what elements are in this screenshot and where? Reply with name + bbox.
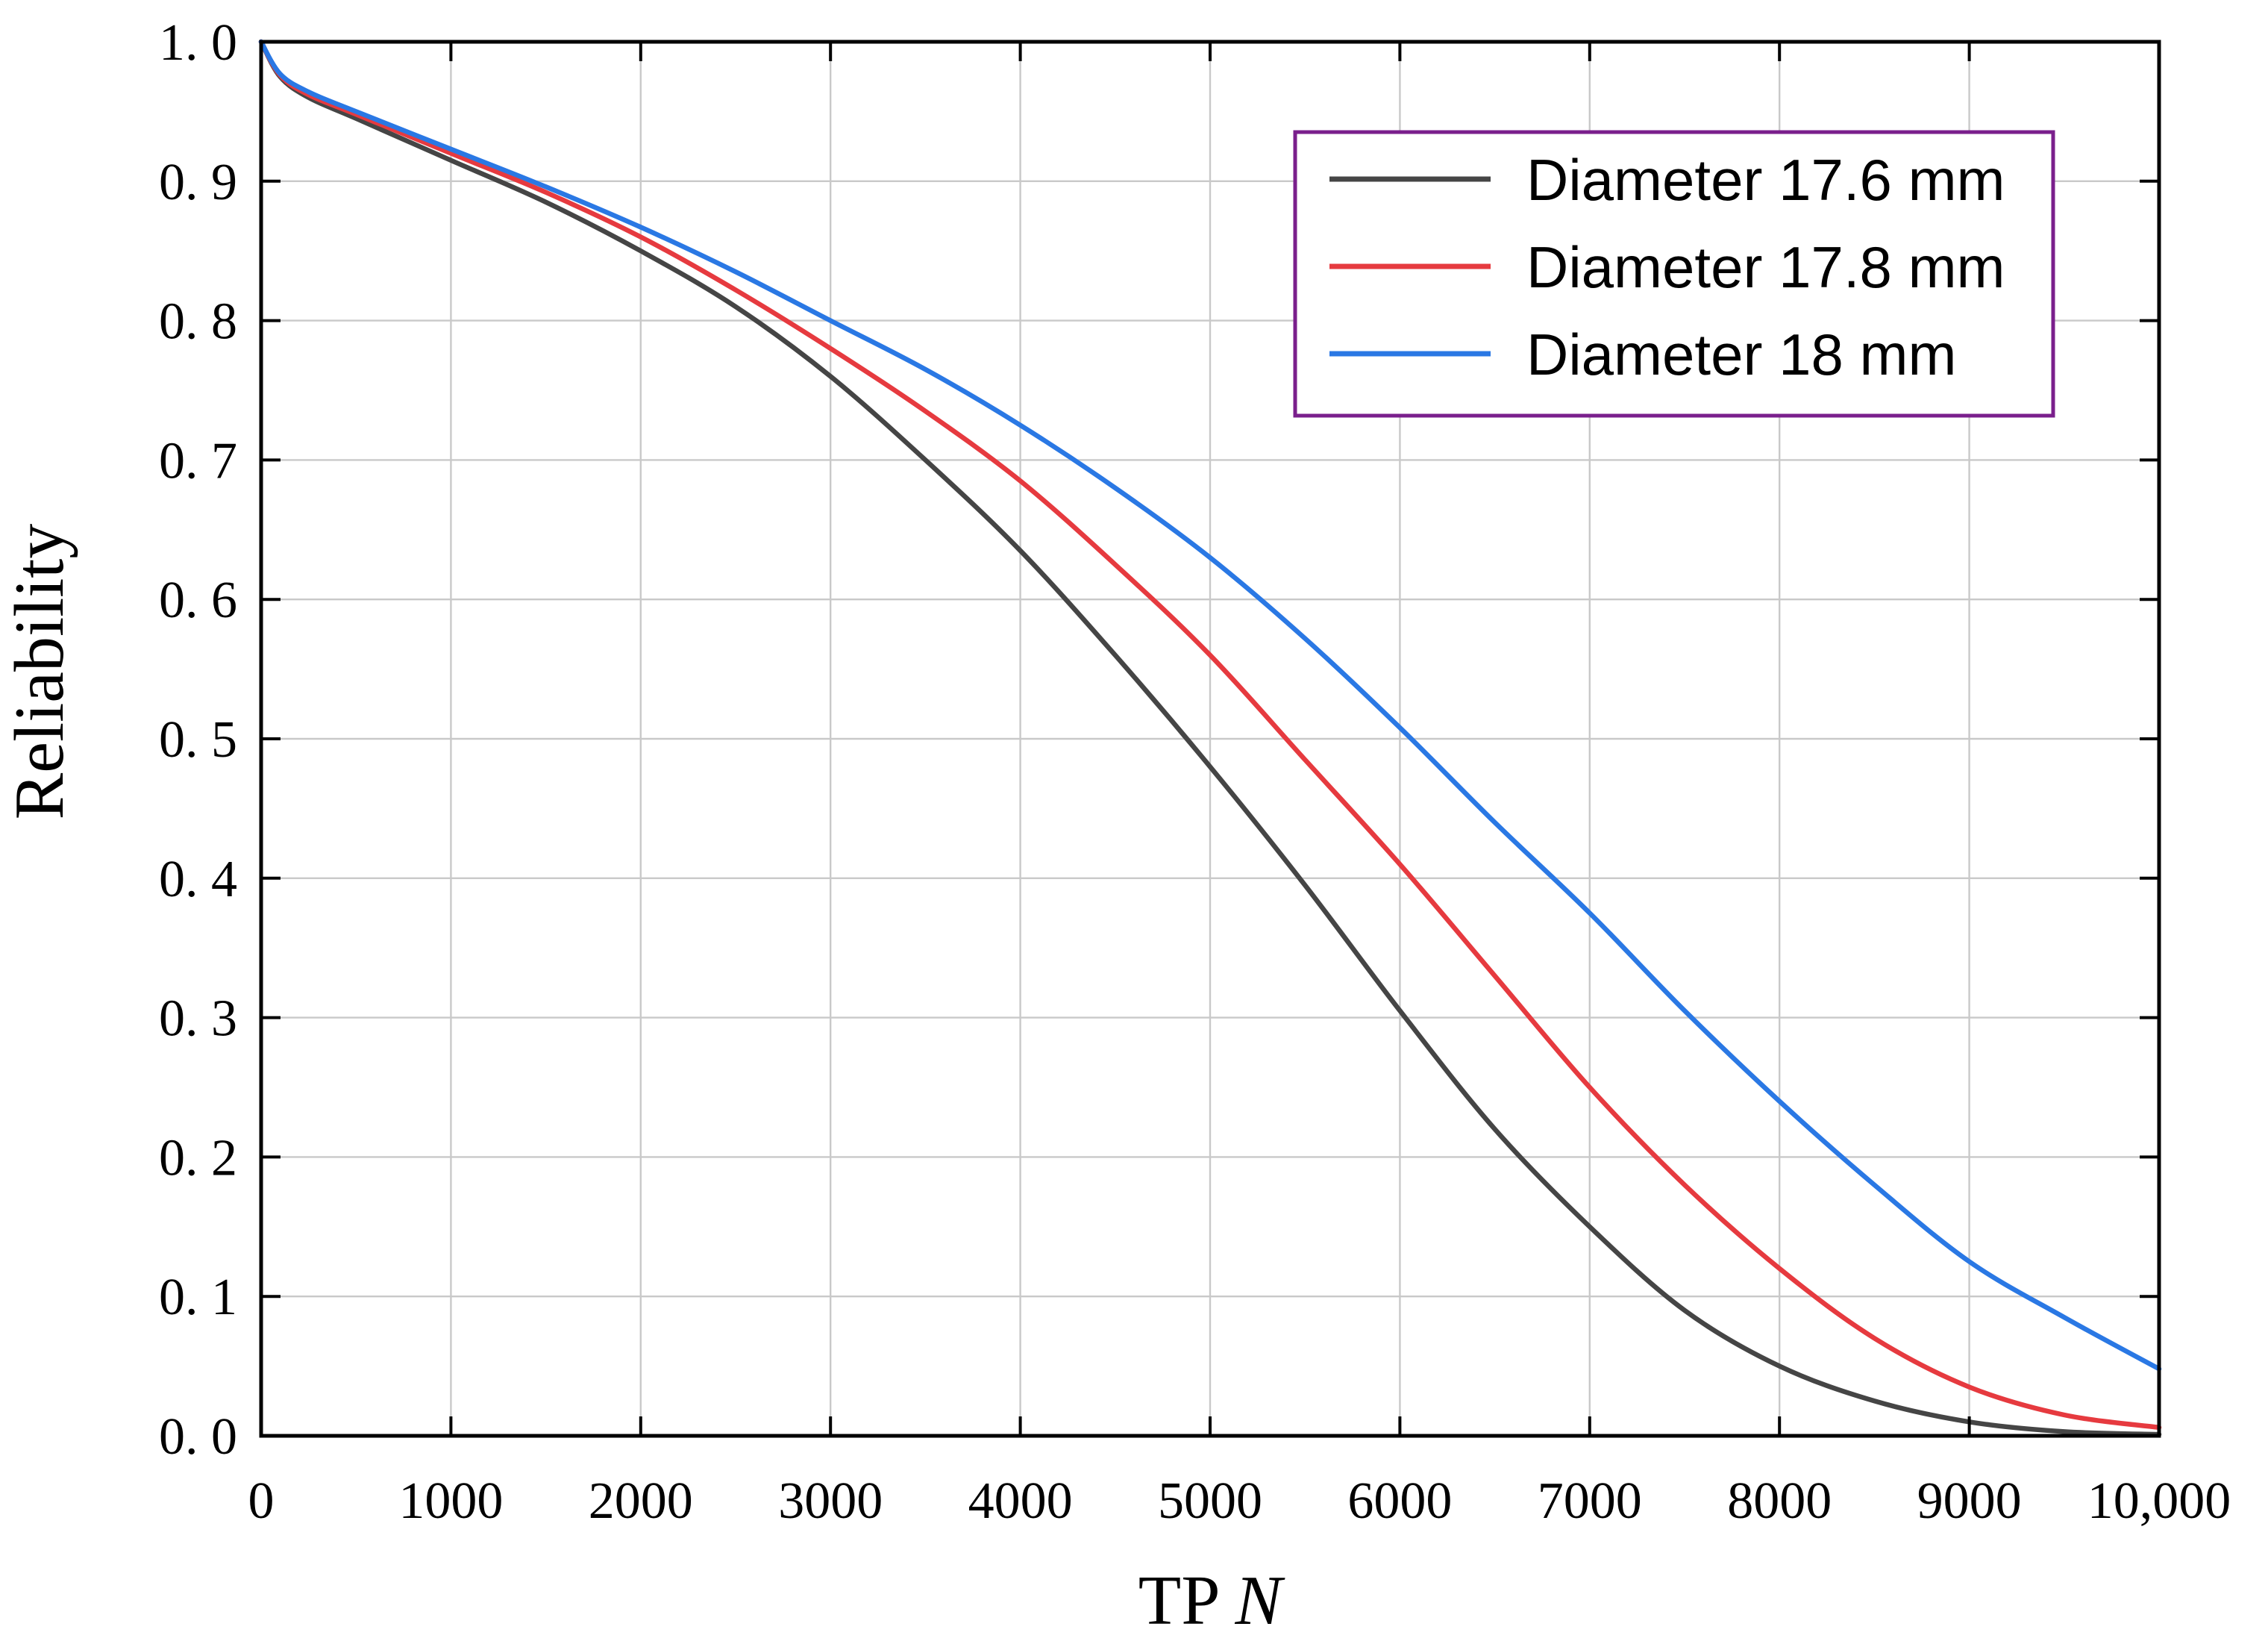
y-tick-label: 1. 0 <box>159 14 237 72</box>
y-tick-label: 0. 7 <box>159 432 237 490</box>
x-tick-label: 10,000 <box>2087 1472 2231 1530</box>
x-tick-label: 0 <box>248 1472 275 1530</box>
legend-label-3: Diameter 18 mm <box>1526 322 1956 387</box>
legend: Diameter 17.6 mm Diameter 17.8 mm Diameter… <box>1293 130 2055 418</box>
series-group <box>258 39 2162 1437</box>
x-axis-title-main: TP <box>1138 1562 1235 1640</box>
x-tick-label: 8000 <box>1727 1472 1832 1530</box>
y-tick-label: 0. 3 <box>159 990 237 1048</box>
series-line-2 <box>258 39 2162 1431</box>
x-tick-label: 6000 <box>1347 1472 1452 1530</box>
x-tick-label: 9000 <box>1917 1472 2022 1530</box>
y-tick-label: 0. 6 <box>159 572 237 629</box>
x-axis-title-variable: N <box>1235 1562 1286 1640</box>
x-tick-labels: 0 1000 2000 3000 4000 5000 6000 7000 8000 9000 10,… <box>248 1472 2231 1530</box>
ticks <box>260 40 2161 1437</box>
x-tick-label: 1000 <box>398 1472 503 1530</box>
x-tick-label: 5000 <box>1158 1472 1262 1530</box>
y-tick-label: 0. 1 <box>159 1269 237 1326</box>
x-tick-label: 3000 <box>778 1472 883 1530</box>
y-tick-label: 0. 5 <box>159 711 237 769</box>
y-tick-label: 0. 9 <box>159 154 237 211</box>
x-axis-title: TP N <box>1138 1562 1286 1640</box>
x-tick-label: 4000 <box>968 1472 1073 1530</box>
y-tick-label: 0. 2 <box>159 1129 237 1187</box>
x-tick-label: 2000 <box>589 1472 693 1530</box>
y-tick-labels: 0. 0 0. 1 0. 2 0. 3 0. 4 0. 5 0. 6 0. 7 0. 8 0. 9… <box>159 14 237 1466</box>
legend-label-2: Diameter 17.8 mm <box>1526 234 2005 300</box>
y-tick-label: 0. 0 <box>159 1408 237 1466</box>
y-axis-title: Reliability <box>1 524 78 820</box>
series-line-1 <box>258 39 2162 1437</box>
y-tick-label: 0. 8 <box>159 293 237 351</box>
y-tick-label: 0. 4 <box>159 851 237 908</box>
x-tick-label: 7000 <box>1538 1472 1642 1530</box>
legend-label-1: Diameter 17.6 mm <box>1526 147 2005 213</box>
series-line-3 <box>258 39 2162 1372</box>
